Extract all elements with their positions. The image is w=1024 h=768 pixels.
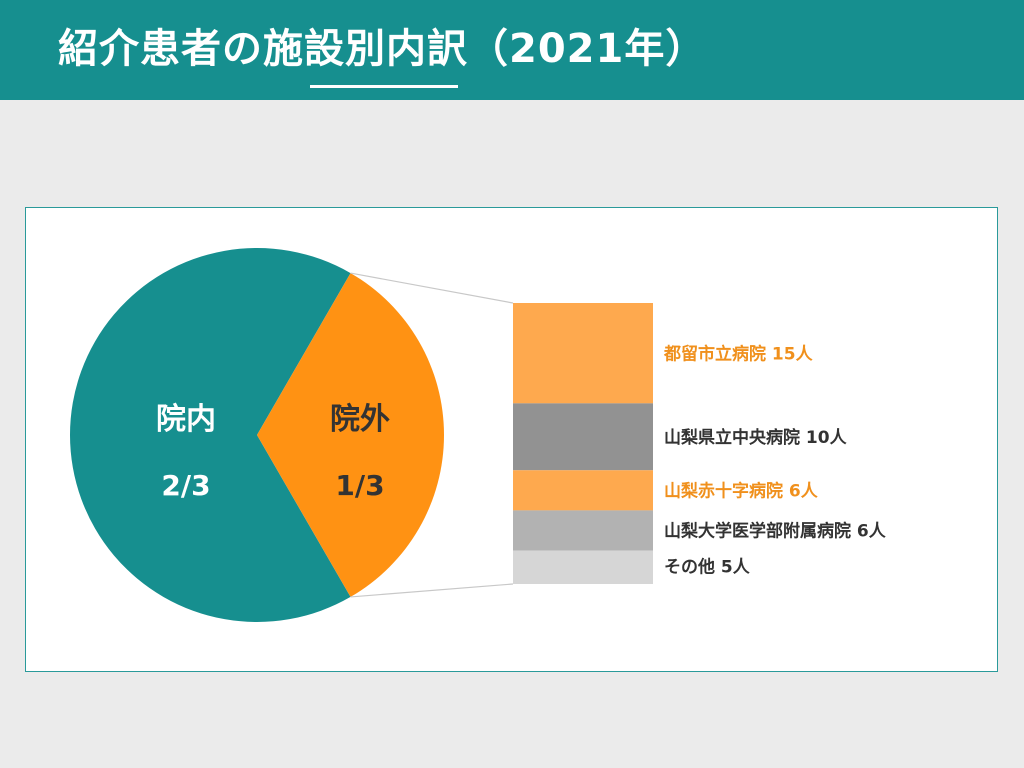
pie-label-inside: 院内 (156, 402, 216, 437)
chart-panel: 院内 2/3 院外 1/3 都留市立病院 15人山梨県立中央病院 10人 山梨赤十字病院 … (25, 207, 998, 672)
page-title: 紹介患者の施設別内訳（2021年） (58, 26, 707, 72)
title-underline (310, 85, 458, 88)
bar-segment (513, 510, 653, 551)
bar-segment-label: 山梨県立中央病院 10人 (664, 427, 848, 448)
bar-segment-label: 山梨大学医学部附属病院 6人 (664, 521, 887, 542)
pie-fraction-outside: 1/3 (335, 469, 384, 502)
connector-line-top (350, 272, 514, 304)
header-bar: 紹介患者の施設別内訳（2021年） (0, 0, 1024, 100)
bar-segment (513, 550, 653, 584)
bar-segment-label: その他 5人 (664, 556, 751, 577)
pie-slice-inside (70, 248, 351, 622)
connector-line-bottom (350, 583, 514, 598)
bar-segment (513, 303, 653, 404)
bar-segment (513, 470, 653, 511)
pie-slice-outside (257, 273, 445, 597)
pie-fraction-inside: 2/3 (161, 469, 210, 502)
bar-segment-label: 山梨赤十字病院 6人 (664, 480, 819, 501)
bar-segment (513, 403, 653, 471)
bar-segment-label: 都留市立病院 15人 (663, 343, 814, 364)
pie-label-outside: 院外 (330, 402, 390, 437)
